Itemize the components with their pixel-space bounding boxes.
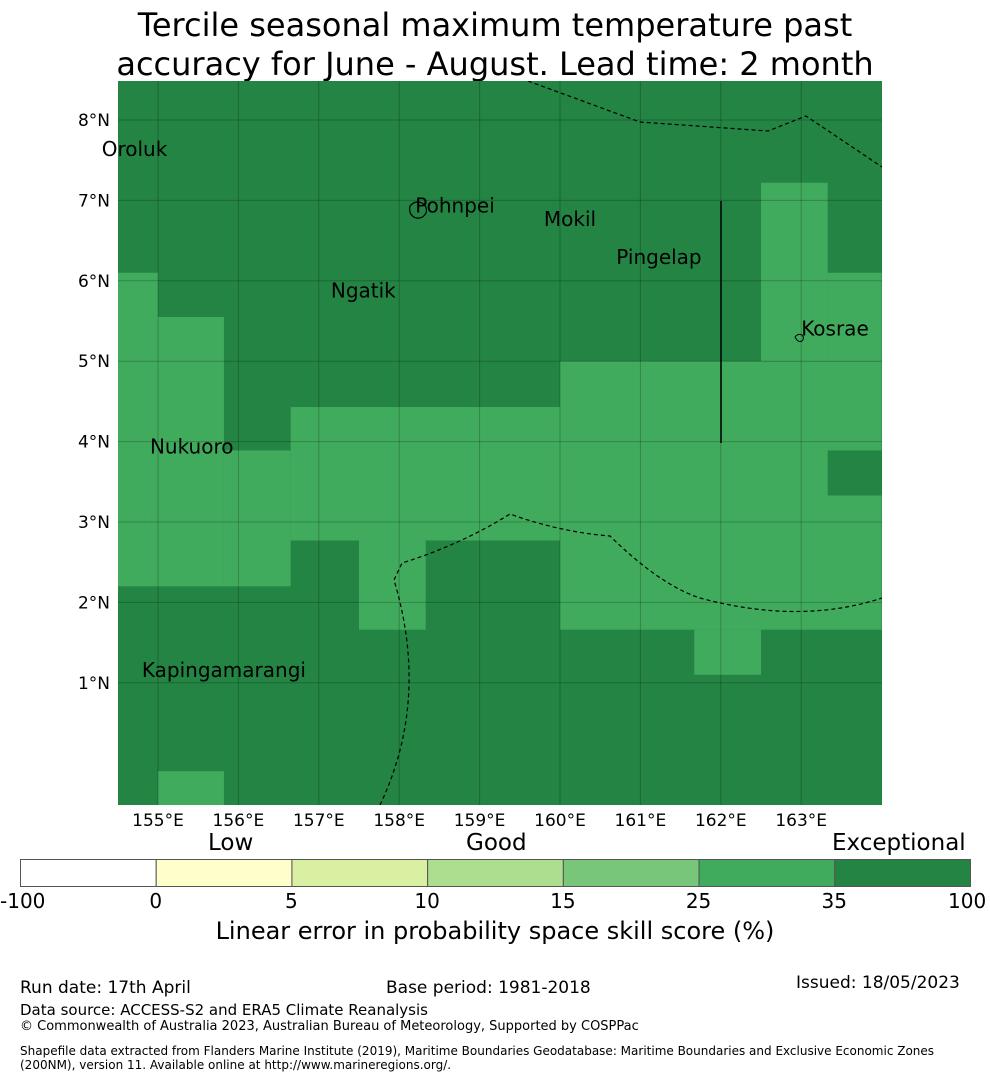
skill-cell-very-good xyxy=(694,629,761,675)
map-title: Tercile seasonal maximum temperature pas… xyxy=(0,6,990,84)
base-period: Base period: 1981-2018 xyxy=(386,978,591,998)
lon-tick-label: 158°E xyxy=(373,811,425,830)
lat-tick-label: 8°N xyxy=(78,111,110,131)
lon-tick-label: 157°E xyxy=(293,811,345,830)
lat-tick-label: 5°N xyxy=(78,352,110,372)
eez-boundary-north xyxy=(527,81,882,168)
colorbar-segment xyxy=(20,859,157,887)
lat-tick-label: 6°N xyxy=(78,272,110,292)
lat-tick-label: 7°N xyxy=(78,191,110,211)
shapefile-credit-1: Shapefile data extracted from Flanders M… xyxy=(20,1044,935,1058)
colorbar-category-good: Good xyxy=(466,830,527,856)
colorbar-segment xyxy=(291,859,429,887)
place-label-oroluk: Oroluk xyxy=(102,137,168,161)
skill-cell-very-good xyxy=(223,450,291,587)
skill-cell-exceptional xyxy=(827,450,882,496)
colorbar-segment xyxy=(834,859,971,887)
title-line-1: Tercile seasonal maximum temperature pas… xyxy=(137,6,853,44)
kosrae-island-icon xyxy=(794,333,804,342)
lon-tick-label: 156°E xyxy=(213,811,265,830)
lon-tick-label: 155°E xyxy=(132,811,184,830)
skill-map: 8°N 7°N 6°N 5°N 4°N 3°N 2°N 1°N 155°E 156°E 157°E… xyxy=(78,81,882,830)
colorbar-segment xyxy=(698,859,836,887)
lat-tick-label: 1°N xyxy=(78,674,110,694)
colorbar-tick-label: 10 xyxy=(414,889,440,913)
lon-tick-label: 159°E xyxy=(454,811,506,830)
skill-cell-very-good xyxy=(761,182,828,362)
colorbar-label: Linear error in probability space skill … xyxy=(215,917,775,945)
skill-cell-very-good xyxy=(158,771,224,805)
lon-tick-label: 163°E xyxy=(775,811,827,830)
colorbar-tick-label: 25 xyxy=(685,889,712,913)
lon-tick-label: 160°E xyxy=(534,811,586,830)
colorbar-tick-label: 100 xyxy=(948,889,987,913)
skill-cell-very-good xyxy=(827,272,882,362)
colorbar-segment xyxy=(427,859,564,887)
place-label-pohnpei: Pohnpei xyxy=(415,193,495,217)
eez-boundary-south xyxy=(379,513,882,805)
place-label-kosrae: Kosrae xyxy=(801,316,869,340)
colorbar-tick-label: 35 xyxy=(821,889,848,913)
pohnpei-island-icon xyxy=(409,201,428,219)
colorbar-tick-label: 5 xyxy=(285,889,298,913)
place-label-kapingamarangi: Kapingamarangi xyxy=(142,658,306,682)
lat-tick-label: 3°N xyxy=(78,513,110,533)
colorbar-segment xyxy=(155,859,293,887)
run-date: Run date: 17th April xyxy=(20,978,191,998)
skill-cell-very-good xyxy=(158,316,224,587)
colorbar xyxy=(20,859,971,887)
colorbar-tick-label: 0 xyxy=(149,889,163,913)
data-source: Data source: ACCESS-S2 and ERA5 Climate … xyxy=(20,1001,428,1019)
skill-cell-very-good xyxy=(359,540,426,630)
lat-tick-label: 4°N xyxy=(78,433,110,453)
colorbar-tick-label: -100 xyxy=(0,889,46,913)
place-label-nukuoro: Nukuoro xyxy=(150,435,234,459)
shapefile-credit-2: (200NM), version 11. Available online at… xyxy=(20,1058,452,1072)
place-label-ngatik: Ngatik xyxy=(331,279,396,303)
colorbar-category-low: Low xyxy=(208,830,254,856)
colorbar-tick-label: 15 xyxy=(550,889,576,913)
copyright-notice: © Commonwealth of Australia 2023, Austra… xyxy=(20,1019,639,1034)
issued-date: Issued: 18/05/2023 xyxy=(796,973,960,993)
colorbar-segment xyxy=(562,859,700,887)
lon-tick-label: 161°E xyxy=(615,811,667,830)
title-line-2: accuracy for June - August. Lead time: 2… xyxy=(116,45,874,83)
place-label-pingelap: Pingelap xyxy=(616,245,701,269)
lat-tick-label: 2°N xyxy=(78,593,110,613)
place-label-mokil: Mokil xyxy=(544,207,596,231)
colorbar-category-exceptional: Exceptional xyxy=(832,830,966,856)
skill-cell-very-good xyxy=(290,407,560,541)
skill-cell-very-good xyxy=(118,272,158,587)
lon-tick-label: 162°E xyxy=(695,811,747,830)
